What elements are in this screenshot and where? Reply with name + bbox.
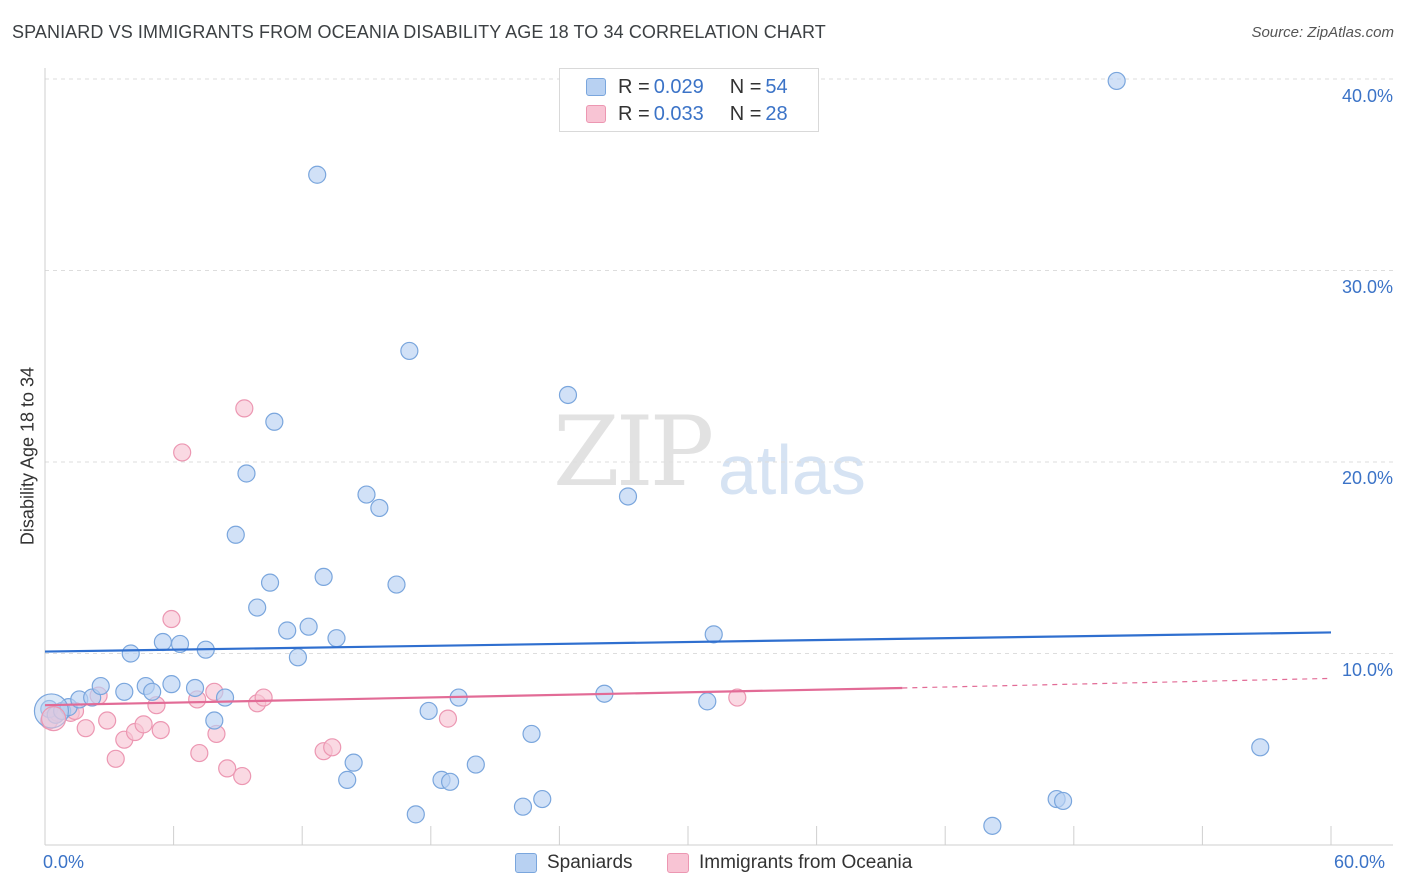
- oceania-point: [254, 688, 273, 707]
- spaniard-point: [466, 755, 485, 774]
- spaniard-point: [344, 753, 363, 772]
- oceania-trend-line: [44, 686, 903, 707]
- legend-swatch-blue: [586, 78, 606, 96]
- spaniard-point: [558, 385, 578, 405]
- spaniard-point: [91, 676, 110, 696]
- spaniard-point: [308, 165, 327, 184]
- spaniard-point: [143, 682, 162, 701]
- oceania-point: [323, 738, 342, 757]
- y-tick-label-30: 30.0%: [1341, 277, 1393, 297]
- oceania-point: [173, 443, 192, 462]
- n-value: 54: [765, 75, 788, 98]
- n-label: N =: [729, 102, 762, 125]
- spaniard-point: [1251, 738, 1270, 757]
- oceania-point: [218, 759, 237, 778]
- spaniard-point: [1053, 791, 1073, 811]
- oceania-point: [728, 688, 747, 707]
- spaniard-point: [314, 567, 333, 587]
- spaniard-point: [357, 485, 376, 504]
- legend-row-spaniards: R = 0.029 N = 54: [586, 75, 788, 99]
- spaniard-point: [1107, 71, 1126, 91]
- spaniard-point: [288, 648, 308, 667]
- y-tick-label-10: 10.0%: [1341, 660, 1393, 680]
- chart-title: SPANIARD VS IMMIGRANTS FROM OCEANIA DISA…: [12, 22, 826, 42]
- spaniard-point: [440, 772, 460, 791]
- series-legend: Spaniards Immigrants from Oceania: [0, 851, 1406, 877]
- spaniard-point: [983, 816, 1002, 835]
- spaniard-point: [698, 692, 717, 711]
- spaniard-point: [533, 789, 552, 809]
- oceania-point: [134, 715, 153, 734]
- oceania-cluster-point: [40, 706, 67, 732]
- source-credit: Source: ZipAtlas.com: [1251, 24, 1394, 41]
- correlation-legend: R = 0.029 N = 54 R = 0.033 N = 28: [559, 68, 819, 132]
- oceania-point: [190, 743, 209, 763]
- spaniard-point: [278, 621, 297, 640]
- r-value: 0.033: [653, 102, 704, 125]
- oceania-point: [162, 609, 181, 629]
- oceania-point: [106, 749, 125, 768]
- watermark-atlas: atlas: [718, 431, 866, 509]
- spaniard-point: [121, 644, 140, 663]
- spaniard-point: [419, 701, 438, 721]
- spaniard-point: [513, 797, 533, 816]
- oceania-trend-extension: [902, 677, 1332, 689]
- spaniard-point: [170, 634, 190, 654]
- spaniard-point: [618, 487, 638, 506]
- spaniard-point: [260, 573, 280, 592]
- spaniard-point: [248, 598, 267, 617]
- spaniard-point: [370, 498, 389, 518]
- y-tick-label-20: 20.0%: [1341, 468, 1393, 488]
- oceania-point: [235, 399, 254, 418]
- legend-row-oceania: R = 0.033 N = 28: [586, 102, 788, 126]
- spaniard-point: [327, 629, 346, 648]
- spaniard-point: [115, 682, 134, 701]
- spaniard-point: [522, 724, 541, 744]
- spaniard-point: [338, 770, 357, 789]
- spaniard-point: [226, 525, 245, 544]
- spaniards-trend-line: [44, 631, 1332, 653]
- x-tick-label-min: 0.0%: [43, 852, 85, 872]
- spaniard-point: [387, 575, 406, 594]
- spaniard-point: [406, 805, 425, 824]
- legend-swatch-pink: [586, 105, 606, 123]
- spaniard-point: [153, 632, 172, 652]
- y-axis-title: Disability Age 18 to 34: [17, 366, 38, 546]
- r-label: R =: [618, 75, 650, 98]
- n-label: N =: [729, 75, 762, 98]
- oceania-point: [76, 719, 95, 738]
- r-value: 0.029: [653, 75, 704, 98]
- y-tick-label-40: 40.0%: [1341, 86, 1393, 106]
- x-tick-label-max: 60.0%: [1334, 852, 1386, 872]
- legend-item-spaniards[interactable]: Spaniards: [515, 852, 633, 874]
- spaniard-point: [704, 625, 723, 644]
- oceania-point: [438, 709, 458, 728]
- spaniard-point: [400, 341, 419, 361]
- spaniard-point: [265, 412, 284, 431]
- spaniard-point: [215, 688, 235, 707]
- legend-swatch-blue: [515, 853, 537, 873]
- legend-item-oceania[interactable]: Immigrants from Oceania: [667, 852, 912, 874]
- spaniard-point: [299, 617, 318, 636]
- legend-swatch-pink: [667, 853, 689, 873]
- n-value: 28: [765, 102, 788, 125]
- oceania-point: [98, 711, 117, 730]
- oceania-point: [151, 720, 170, 740]
- legend-label-spaniards: Spaniards: [547, 852, 633, 873]
- oceania-point: [233, 766, 252, 786]
- spaniard-point: [237, 464, 256, 483]
- r-label: R =: [618, 102, 650, 125]
- spaniard-point: [205, 711, 224, 730]
- legend-label-oceania: Immigrants from Oceania: [699, 852, 913, 873]
- spaniard-point: [162, 675, 181, 694]
- spaniard-point: [185, 678, 205, 698]
